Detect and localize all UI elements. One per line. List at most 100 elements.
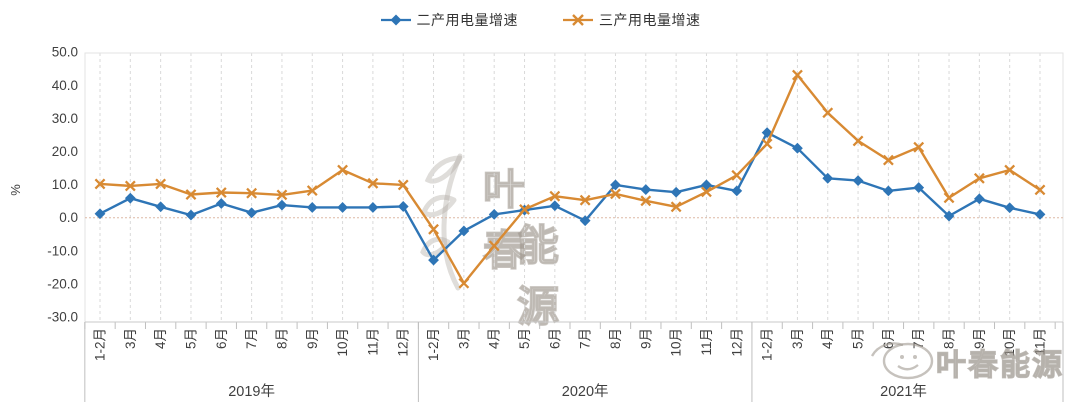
x-tick-label: 1-2月 [426,328,441,361]
series-tertiary-industry [94,69,1046,289]
x-marker-icon [215,187,227,198]
x-tick-label: 9月 [972,328,987,349]
x-tick-label: 7月 [911,328,926,349]
x-marker-icon [276,189,288,201]
x-marker-icon [640,195,652,207]
x-marker-icon [792,69,803,81]
diamond-marker-icon [185,209,197,221]
x-tick-label: 4月 [487,328,502,349]
x-marker-icon [701,186,712,198]
diamond-marker-icon [380,14,411,26]
x-marker-icon [563,14,593,26]
diamond-marker-icon [1034,208,1046,220]
x-tick-label: 3月 [790,328,805,349]
y-tick-label: 20.0 [52,144,78,159]
y-tick-label: 50.0 [52,45,78,60]
diamond-marker-icon [367,202,379,213]
x-tick-label: 7月 [244,328,259,349]
y-tick-label: 0.0 [59,210,78,225]
diamond-marker-icon [579,215,591,227]
x-tick-label: 10月 [1002,328,1017,357]
diamond-marker-icon [215,198,227,209]
x-marker-icon [973,172,985,184]
diamond-marker-icon [822,172,834,184]
diamond-marker-icon [731,185,743,197]
x-marker-icon [913,141,925,153]
legend-item-secondary-industry[interactable]: 二产用电量增速 [380,10,519,30]
diamond-marker-icon [458,225,470,237]
x-marker-icon [761,138,773,150]
diamond-marker-icon [913,182,925,193]
diamond-marker-icon [852,175,864,187]
x-tick-label: 12月 [396,328,411,357]
x-marker-icon [185,189,197,200]
diamond-marker-icon [973,193,985,205]
x-tick-label: 9月 [638,328,653,349]
diamond-marker-icon [670,186,682,198]
x-tick-label: 8月 [608,328,623,349]
year-label: 2019年 [228,383,275,400]
x-tick-label: 6月 [214,328,229,349]
y-axis-title: % [8,184,23,196]
x-tick-label: 5月 [183,328,198,349]
x-marker-icon [1004,164,1016,176]
x-marker-icon [852,135,864,147]
y-tick-label: 10.0 [52,177,78,192]
gridlines [99,53,1041,322]
x-tick-label: 10月 [335,328,350,357]
x-marker-icon [124,180,136,192]
series-line [99,73,1041,285]
x-tick-label: 4月 [153,328,168,349]
diamond-marker-icon [610,179,621,191]
diamond-marker-icon [124,192,136,204]
diamond-marker-icon [882,185,894,197]
diamond-marker-icon [1004,202,1016,214]
diamond-marker-icon [397,201,409,212]
x-marker-icon [488,240,500,252]
year-group-labels: 2019年 2020年 2021年 [84,322,1064,402]
x-tick-label: 1-2月 [760,328,775,361]
x-marker-icon [822,107,834,119]
diamond-marker-icon [246,207,258,219]
diamond-marker-icon [792,142,803,154]
x-tick-label: 6月 [881,328,896,349]
year-label: 2020年 [562,383,609,400]
legend-label-tertiary: 三产用电量增速 [599,12,701,28]
series-secondary-industry [94,127,1046,266]
y-tick-label: -30.0 [47,310,78,325]
x-marker-icon [367,177,379,189]
x-marker-icon [670,201,682,213]
x-tick-label: 5月 [517,328,532,349]
y-tick-label: 30.0 [52,111,78,126]
legend-item-tertiary-industry[interactable]: 三产用电量增速 [562,10,701,30]
x-tick-label: 11月 [365,328,380,356]
x-marker-icon [731,169,743,181]
series-line [99,131,1041,262]
legend-label-secondary: 二产用电量增速 [416,12,518,28]
x-marker-icon [458,277,470,289]
x-tick-label: 7月 [578,328,593,349]
x-marker-icon [549,190,561,202]
diamond-marker-icon [337,202,348,213]
x-tick-label: 8月 [274,328,289,349]
y-tick-label: -10.0 [47,243,78,258]
x-marker-icon [610,188,621,200]
x-tick-label: 10月 [669,328,684,357]
x-marker-icon [519,204,530,215]
x-axis-labels: 1-2月 3月 4月 5月 6月 7月 8月 9月 10月 11月 12月 1-2月 3月 4月 5月 6月 7… [93,328,1048,361]
diamond-marker-icon [276,199,288,211]
diamond-marker-icon [640,184,652,195]
diamond-marker-icon [306,202,318,213]
y-tick-label: 40.0 [52,78,78,93]
x-marker-icon [579,194,591,206]
x-tick-label: 11月 [1033,328,1048,356]
x-tick-label: 1-2月 [93,328,108,361]
x-tick-label: 8月 [942,328,957,349]
x-marker-icon [428,223,439,235]
diamond-marker-icon [94,208,106,220]
x-tick-label: 9月 [305,328,320,349]
y-tick-label: -20.0 [47,276,78,291]
x-tick-label: 12月 [729,328,744,357]
diamond-marker-icon [488,208,500,220]
x-tick-label: 3月 [123,328,138,349]
